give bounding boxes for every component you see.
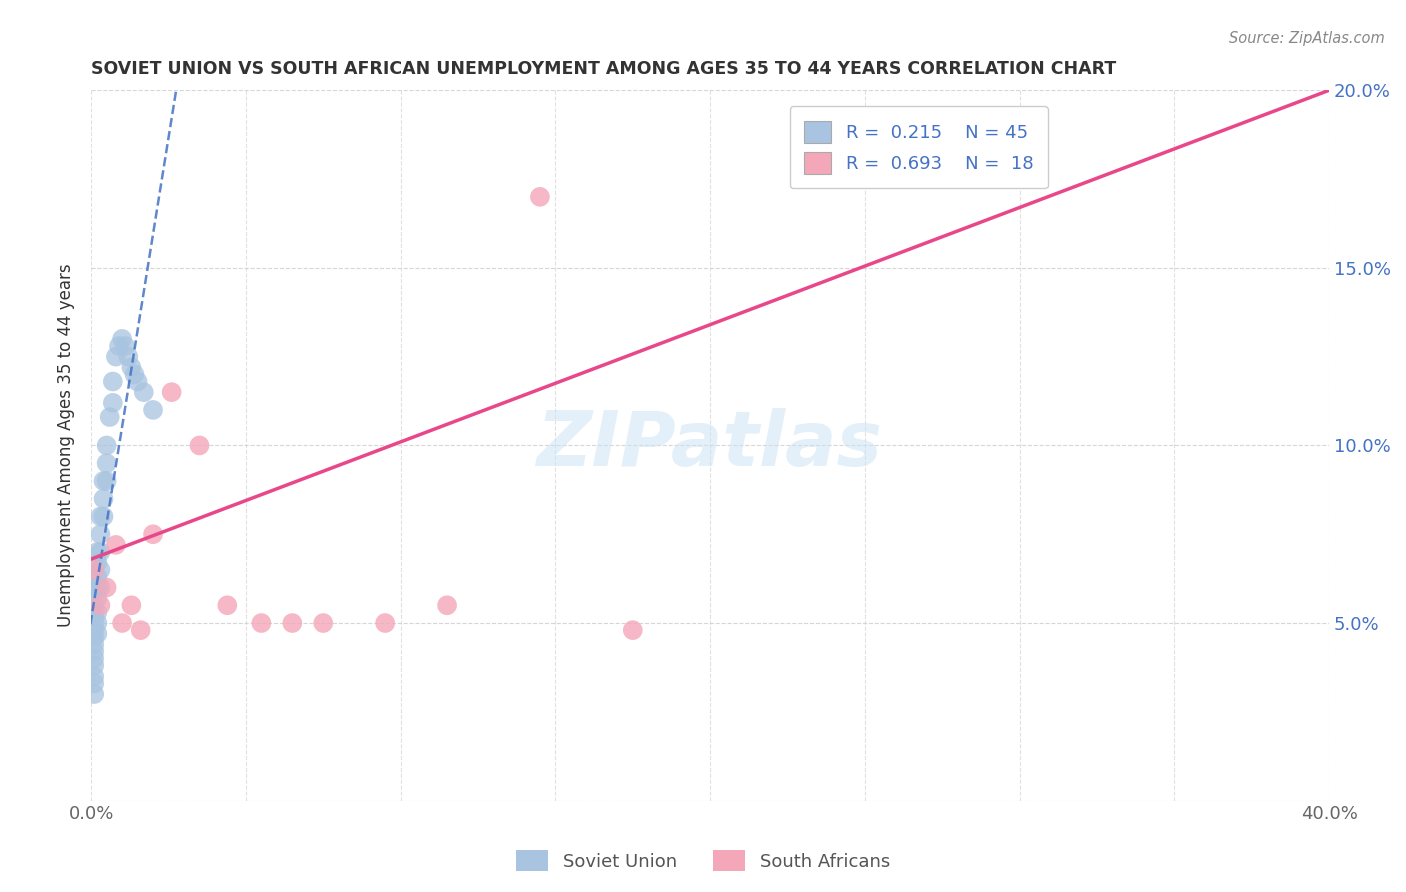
Point bbox=[117, 350, 139, 364]
Point bbox=[104, 350, 127, 364]
Point bbox=[83, 676, 105, 690]
Point bbox=[93, 491, 115, 506]
Point bbox=[101, 396, 124, 410]
Point bbox=[96, 438, 118, 452]
Point bbox=[86, 591, 108, 606]
Point bbox=[142, 403, 165, 417]
Point bbox=[114, 339, 136, 353]
Point bbox=[83, 687, 105, 701]
Point bbox=[89, 509, 111, 524]
Point bbox=[160, 385, 183, 400]
Point bbox=[83, 609, 105, 624]
Point bbox=[250, 615, 273, 630]
Point bbox=[312, 615, 335, 630]
Point bbox=[98, 410, 121, 425]
Point bbox=[142, 527, 165, 541]
Point bbox=[93, 474, 115, 488]
Point bbox=[124, 368, 146, 382]
Y-axis label: Unemployment Among Ages 35 to 44 years: Unemployment Among Ages 35 to 44 years bbox=[58, 264, 75, 627]
Point bbox=[83, 669, 105, 683]
Point bbox=[83, 644, 105, 658]
Text: Source: ZipAtlas.com: Source: ZipAtlas.com bbox=[1229, 31, 1385, 46]
Point bbox=[132, 385, 155, 400]
Point bbox=[86, 570, 108, 584]
Point bbox=[374, 615, 396, 630]
Point bbox=[89, 527, 111, 541]
Point bbox=[89, 545, 111, 559]
Point bbox=[86, 626, 108, 640]
Point bbox=[96, 474, 118, 488]
Point bbox=[111, 615, 134, 630]
Point bbox=[83, 581, 105, 595]
Point bbox=[120, 360, 142, 375]
Point bbox=[104, 538, 127, 552]
Point bbox=[129, 623, 152, 637]
Text: SOVIET UNION VS SOUTH AFRICAN UNEMPLOYMENT AMONG AGES 35 TO 44 YEARS CORRELATION: SOVIET UNION VS SOUTH AFRICAN UNEMPLOYME… bbox=[91, 60, 1116, 78]
Point bbox=[83, 623, 105, 637]
Point bbox=[83, 637, 105, 651]
Point bbox=[127, 375, 149, 389]
Point bbox=[83, 599, 105, 613]
Point bbox=[436, 599, 458, 613]
Point bbox=[108, 339, 131, 353]
Legend: R =  0.215    N = 45, R =  0.693    N =  18: R = 0.215 N = 45, R = 0.693 N = 18 bbox=[790, 106, 1047, 188]
Point bbox=[89, 581, 111, 595]
Point bbox=[83, 630, 105, 644]
Point bbox=[86, 581, 108, 595]
Point bbox=[83, 651, 105, 665]
Point bbox=[89, 563, 111, 577]
Point bbox=[96, 456, 118, 470]
Legend: Soviet Union, South Africans: Soviet Union, South Africans bbox=[509, 843, 897, 879]
Point bbox=[86, 615, 108, 630]
Point bbox=[120, 599, 142, 613]
Point bbox=[621, 623, 644, 637]
Point bbox=[86, 545, 108, 559]
Point bbox=[217, 599, 239, 613]
Point bbox=[529, 190, 551, 204]
Text: ZIPatlas: ZIPatlas bbox=[537, 409, 883, 483]
Point bbox=[93, 509, 115, 524]
Point bbox=[111, 332, 134, 346]
Point bbox=[188, 438, 211, 452]
Point bbox=[83, 563, 105, 577]
Point bbox=[83, 615, 105, 630]
Point bbox=[89, 599, 111, 613]
Point bbox=[83, 658, 105, 673]
Point bbox=[86, 606, 108, 620]
Point bbox=[281, 615, 304, 630]
Point bbox=[86, 556, 108, 570]
Point bbox=[96, 581, 118, 595]
Point bbox=[101, 375, 124, 389]
